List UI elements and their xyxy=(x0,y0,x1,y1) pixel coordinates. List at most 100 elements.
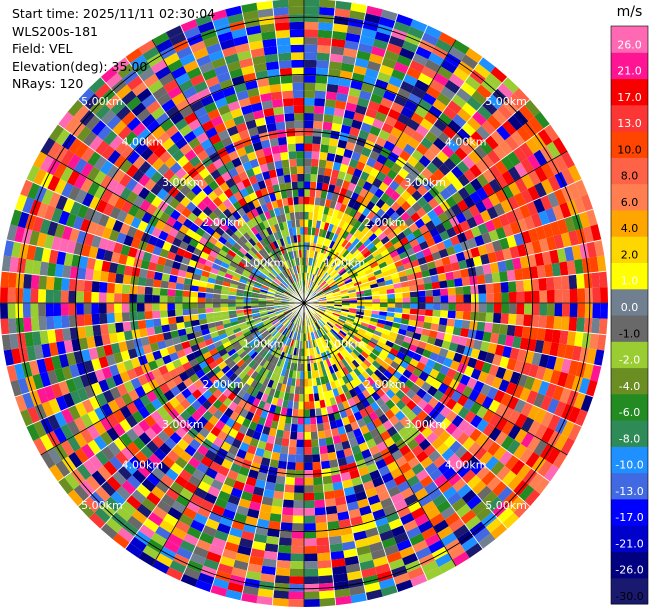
velocity-gate xyxy=(469,275,478,286)
velocity-gate xyxy=(327,331,335,339)
velocity-gate xyxy=(490,460,505,476)
velocity-gate xyxy=(446,453,460,467)
velocity-gate xyxy=(292,250,297,259)
velocity-gate xyxy=(313,113,324,122)
velocity-gate xyxy=(549,342,560,357)
velocity-gate xyxy=(155,553,173,568)
velocity-gate xyxy=(283,105,295,114)
velocity-gate xyxy=(248,338,257,346)
velocity-gate xyxy=(410,303,418,309)
velocity-gate xyxy=(134,208,146,221)
velocity-gate xyxy=(47,369,59,386)
velocity-gate xyxy=(252,165,262,176)
velocity-gate xyxy=(275,332,282,340)
velocity-gate xyxy=(123,234,134,247)
velocity-gate xyxy=(63,252,74,267)
velocity-gate xyxy=(349,10,366,21)
velocity-gate xyxy=(135,346,145,357)
velocity-gate xyxy=(270,316,278,322)
velocity-gate xyxy=(167,309,176,318)
velocity-gate xyxy=(344,241,352,250)
velocity-gate xyxy=(207,394,218,405)
velocity-gate xyxy=(280,383,287,393)
velocity-gate xyxy=(477,312,487,323)
velocity-gate xyxy=(122,274,132,285)
velocity-gate xyxy=(335,449,346,460)
velocity-gate xyxy=(235,473,248,484)
velocity-gate xyxy=(432,288,441,297)
velocity-gate xyxy=(284,476,295,486)
velocity-gate xyxy=(379,192,391,203)
velocity-gate xyxy=(379,222,389,232)
colorbar-bin xyxy=(611,262,648,290)
velocity-gate xyxy=(288,275,294,284)
velocity-gate xyxy=(298,196,304,205)
velocity-gate xyxy=(215,226,225,236)
velocity-gate xyxy=(579,243,590,259)
velocity-gate xyxy=(446,227,457,239)
velocity-gate xyxy=(248,501,262,512)
velocity-gate xyxy=(65,213,77,228)
velocity-gate xyxy=(411,507,426,520)
velocity-gate xyxy=(233,35,249,47)
velocity-gate xyxy=(470,131,485,146)
velocity-gate xyxy=(244,17,260,28)
velocity-gate xyxy=(366,272,375,279)
velocity-gate xyxy=(151,157,165,171)
velocity-gate xyxy=(353,220,363,230)
velocity-gate xyxy=(568,274,578,290)
velocity-gate xyxy=(314,286,321,293)
velocity-gate xyxy=(346,501,360,512)
velocity-gate xyxy=(313,476,324,486)
velocity-gate xyxy=(368,150,380,161)
velocity-gate xyxy=(313,266,318,275)
azimuth-line xyxy=(40,150,305,304)
velocity-gate xyxy=(127,515,144,531)
velocity-gate xyxy=(15,287,24,303)
velocity-gate xyxy=(417,309,426,316)
velocity-gate xyxy=(461,276,471,287)
velocity-gate xyxy=(214,240,225,250)
velocity-gate xyxy=(304,0,320,7)
velocity-gate xyxy=(150,422,163,436)
velocity-gate xyxy=(559,330,569,345)
velocity-gate xyxy=(225,501,239,513)
velocity-gate xyxy=(342,249,350,258)
velocity-gate xyxy=(438,559,456,574)
velocity-gate xyxy=(212,207,223,217)
velocity-gate xyxy=(100,403,114,417)
velocity-gate xyxy=(99,313,108,325)
velocity-gate xyxy=(331,30,347,41)
velocity-gate xyxy=(201,474,215,486)
velocity-gate xyxy=(197,87,212,100)
velocity-gate xyxy=(326,332,333,340)
velocity-gate xyxy=(320,282,328,289)
velocity-gate xyxy=(478,303,487,313)
velocity-gate xyxy=(276,287,285,293)
velocity-gate xyxy=(463,365,475,378)
velocity-gate xyxy=(184,149,197,162)
velocity-gate xyxy=(484,373,496,387)
velocity-gate xyxy=(286,321,292,329)
velocity-gate xyxy=(318,575,334,584)
velocity-gate xyxy=(105,216,117,230)
velocity-gate xyxy=(237,389,247,399)
velocity-gate xyxy=(169,32,187,46)
velocity-gate xyxy=(557,218,569,235)
velocity-gate xyxy=(211,365,222,375)
ray-separator xyxy=(303,302,399,593)
velocity-gate xyxy=(315,312,322,319)
velocity-gate xyxy=(304,409,310,417)
velocity-gate xyxy=(288,330,294,339)
velocity-gate xyxy=(564,344,575,360)
velocity-gate xyxy=(492,88,509,105)
velocity-gate xyxy=(568,230,580,247)
velocity-gate xyxy=(266,379,274,389)
velocity-gate xyxy=(506,358,517,372)
velocity-gate xyxy=(360,567,377,579)
range-ring-label: 3.00km xyxy=(404,418,446,431)
velocity-gate xyxy=(22,196,35,214)
velocity-gate xyxy=(277,324,284,332)
velocity-gate xyxy=(254,447,265,458)
velocity-gate xyxy=(207,485,221,498)
